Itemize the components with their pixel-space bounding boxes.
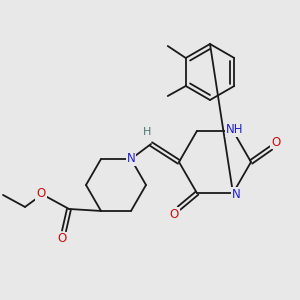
Text: H: H bbox=[143, 127, 151, 137]
Text: NH: NH bbox=[226, 123, 244, 136]
Text: O: O bbox=[57, 232, 67, 245]
Text: N: N bbox=[127, 152, 135, 166]
Text: O: O bbox=[272, 136, 280, 148]
Text: O: O bbox=[169, 208, 178, 221]
Text: O: O bbox=[36, 188, 46, 200]
Text: N: N bbox=[232, 188, 240, 201]
